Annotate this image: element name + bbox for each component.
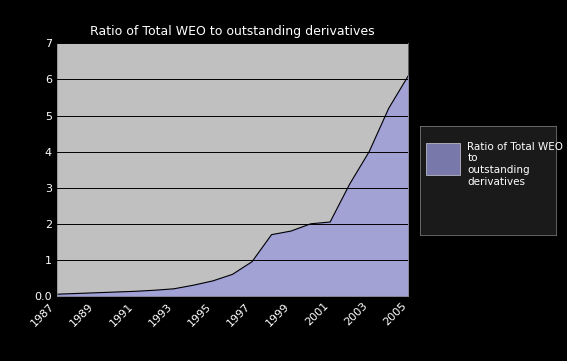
Text: Ratio of Total WEO to
outstanding derivatives: Ratio of Total WEO to outstanding deriva… — [467, 142, 563, 187]
Title: Ratio of Total WEO to outstanding derivatives: Ratio of Total WEO to outstanding deriva… — [90, 25, 375, 38]
FancyBboxPatch shape — [426, 143, 460, 175]
